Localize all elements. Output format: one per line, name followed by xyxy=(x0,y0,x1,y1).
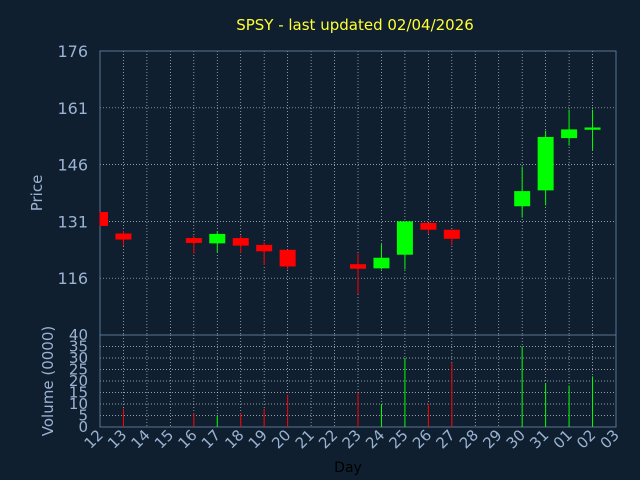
x-axis-label: Day xyxy=(334,460,362,476)
x-tick-label: 01 xyxy=(550,426,576,452)
candle-body xyxy=(443,229,460,239)
x-tick-label: 25 xyxy=(386,426,412,452)
volume-tick-label: 35 xyxy=(69,338,88,356)
x-tick-label: 18 xyxy=(221,426,247,452)
candle-body xyxy=(584,127,601,130)
volume-tick-label: 10 xyxy=(69,395,88,413)
x-tick-label: 16 xyxy=(174,426,200,452)
x-tick-label: 24 xyxy=(362,426,388,452)
x-tick-label: 29 xyxy=(479,426,505,452)
candle-body xyxy=(350,264,366,269)
candle-body xyxy=(185,238,202,243)
x-tick-label: 28 xyxy=(456,426,482,452)
chart-title: SPSY - last updated 02/04/2026 xyxy=(236,16,474,34)
x-tick-label: 30 xyxy=(503,426,529,452)
candle-body xyxy=(209,233,226,244)
x-tick-label: 22 xyxy=(315,426,341,452)
x-tick-label: 23 xyxy=(339,426,365,452)
volume-tick-label: 40 xyxy=(69,326,88,344)
price-tick-label: 146 xyxy=(57,156,88,175)
candle-body xyxy=(279,249,296,267)
x-tick-label: 02 xyxy=(573,426,599,452)
candle-body xyxy=(537,136,554,191)
volume-axis-label: Volume (0000) xyxy=(39,326,57,436)
price-tick-label: 131 xyxy=(57,212,88,231)
x-tick-labels: 1213141516171819202122232425262728293031… xyxy=(81,426,623,452)
x-tick-label: 27 xyxy=(432,426,458,452)
volume-tick-label: 25 xyxy=(69,361,88,379)
volume-tick-label: 15 xyxy=(69,384,88,402)
x-tick-label: 26 xyxy=(409,426,435,452)
x-tick-label: 14 xyxy=(128,426,154,452)
candle-body xyxy=(396,221,413,255)
x-tick-label: 17 xyxy=(198,426,224,452)
price-tick-label: 161 xyxy=(57,99,88,118)
price-tick-label: 176 xyxy=(57,42,88,61)
volume-tick-label: 30 xyxy=(69,349,88,367)
price-tick-labels: 116 131 146 161 176 xyxy=(57,42,88,288)
price-tick-label: 116 xyxy=(57,269,88,288)
candle-body xyxy=(256,244,273,252)
price-axis-label: Price xyxy=(28,175,46,212)
volume-bars xyxy=(122,346,594,427)
volume-tick-label: 0 xyxy=(78,418,88,436)
candles xyxy=(99,109,601,295)
candle-body xyxy=(115,233,132,240)
x-tick-label: 03 xyxy=(597,426,623,452)
candle-body xyxy=(420,222,437,230)
x-tick-label: 20 xyxy=(268,426,294,452)
volume-tick-label: 20 xyxy=(69,372,88,390)
x-tick-label: 13 xyxy=(104,426,130,452)
candle-body xyxy=(514,191,531,207)
candle-body xyxy=(232,238,249,246)
x-tick-label: 31 xyxy=(526,426,552,452)
candle-body xyxy=(100,211,108,226)
x-tick-label: 21 xyxy=(292,426,318,452)
x-tick-label: 19 xyxy=(245,426,271,452)
candle-body xyxy=(561,129,578,139)
volume-tick-label: 5 xyxy=(78,407,88,425)
candle-body xyxy=(373,257,390,269)
x-tick-label: 15 xyxy=(151,426,177,452)
